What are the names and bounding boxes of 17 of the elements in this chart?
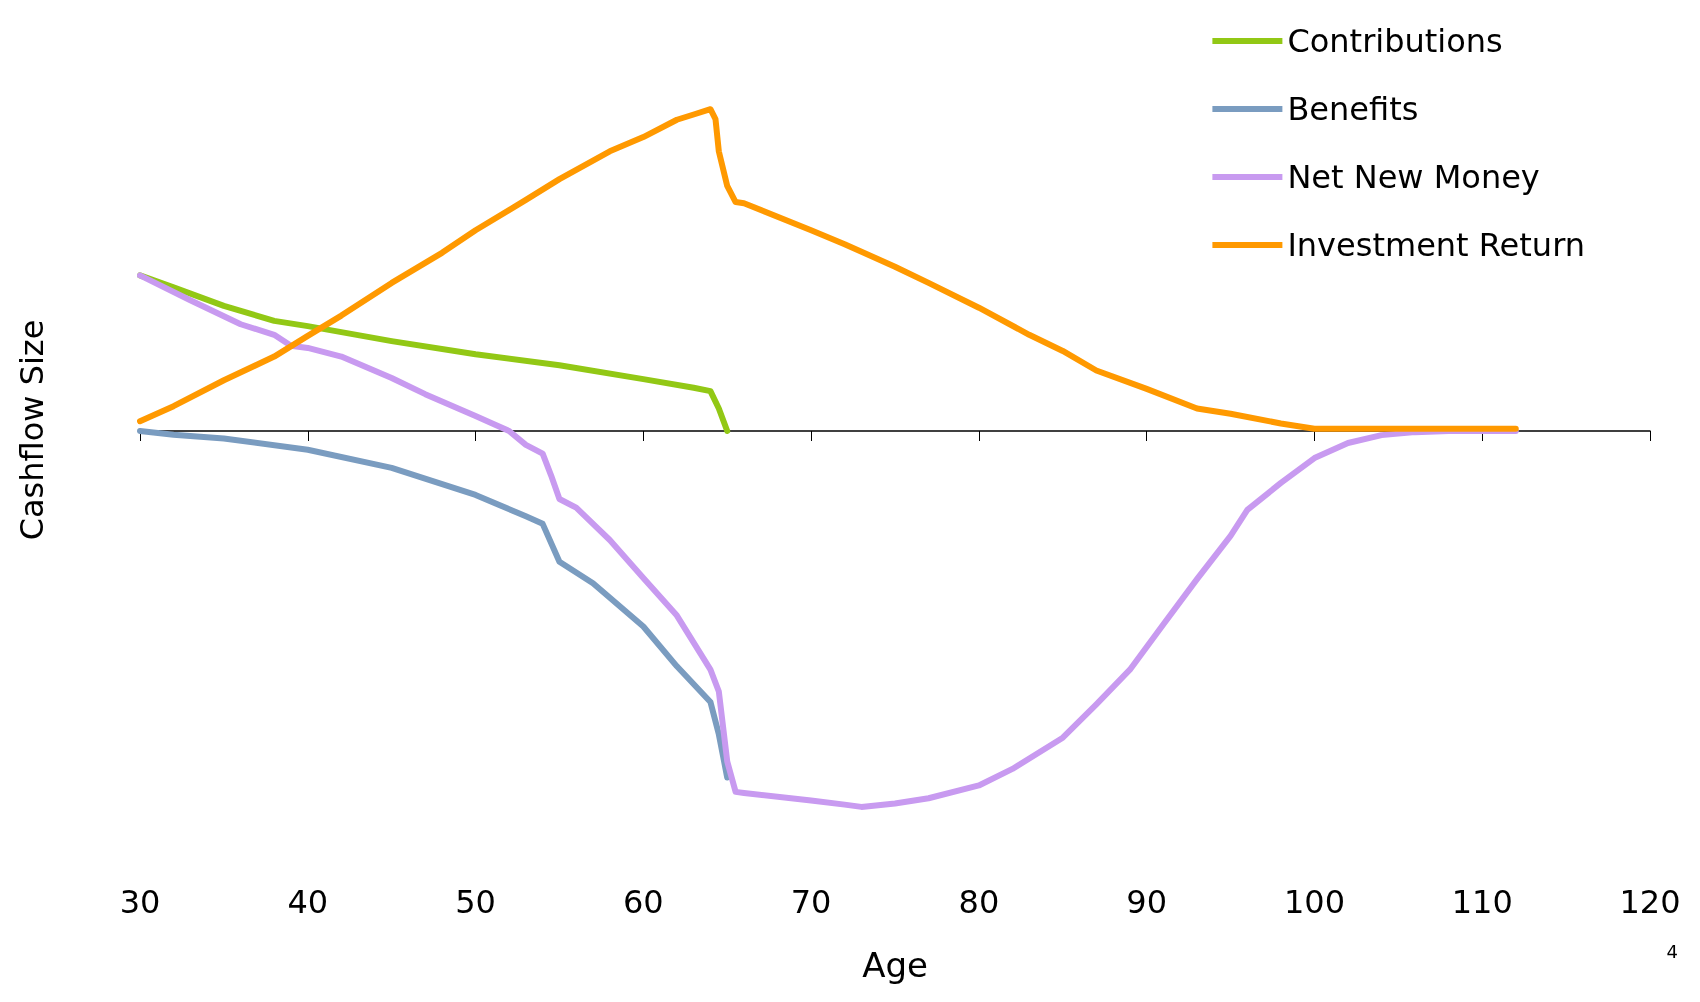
x-tick-label: 110 [1451, 883, 1513, 921]
x-tick-label: 30 [119, 883, 161, 921]
x-tick-label: 40 [287, 883, 329, 921]
x-tick-label: 80 [958, 883, 1000, 921]
x-tick-label: 50 [455, 883, 496, 921]
legend-label: Investment Return [1287, 226, 1585, 264]
x-axis-title: Age [862, 945, 928, 985]
x-tick-label: 90 [1126, 883, 1168, 921]
x-tick-label: 100 [1283, 883, 1345, 921]
legend-label: Net New Money [1287, 158, 1540, 196]
x-tick-label: 70 [790, 883, 832, 921]
legend-label: Contributions [1287, 22, 1503, 60]
x-tick-label: 120 [1619, 883, 1681, 921]
legend-label: Benefits [1287, 90, 1419, 128]
y-axis-title: Cashflow Size [13, 319, 51, 541]
text: 4 [1666, 940, 1678, 962]
x-tick-label: 60 [622, 883, 664, 921]
